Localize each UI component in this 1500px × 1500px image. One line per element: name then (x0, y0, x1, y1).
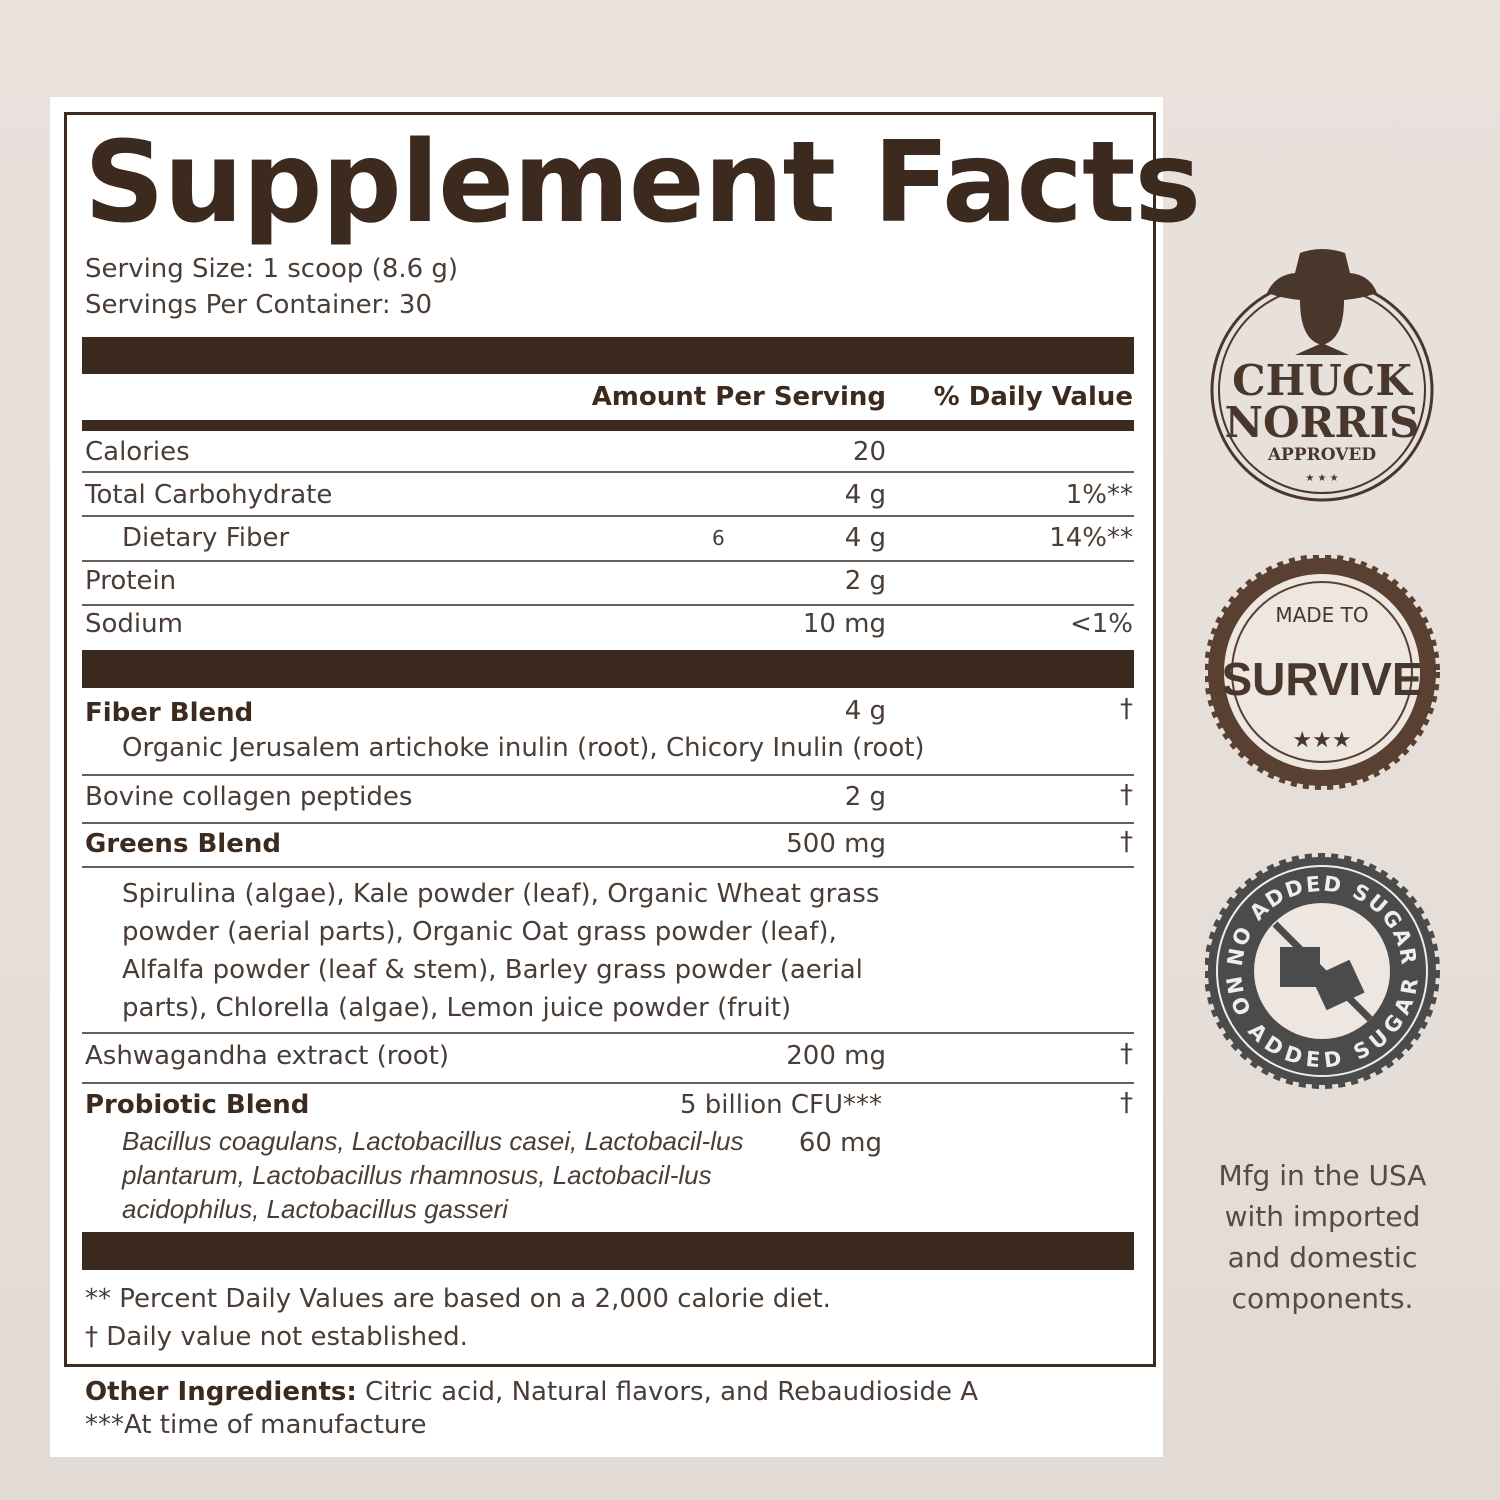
row-divider (82, 1082, 1134, 1084)
nutrient-dv: 14%** (1049, 523, 1133, 553)
stars-text: ★ ★ ★ (1305, 473, 1338, 484)
blend-dv: † (1120, 1088, 1133, 1118)
row-divider (82, 515, 1134, 517)
blend-name: Greens Blend (85, 829, 281, 859)
other-ingredients-label: Other Ingredients: (85, 1377, 357, 1407)
servings-per-container: Servings Per Container: 30 (85, 290, 433, 320)
divider-bar (82, 420, 1134, 431)
divider-bar (82, 1232, 1134, 1270)
manufacture-note: ***At time of manufacture (85, 1410, 427, 1440)
blend-amount-weight: 60 mg (798, 1128, 882, 1158)
blend-dv: † (1120, 780, 1133, 810)
nutrient-amount: 2 g (844, 566, 886, 596)
chuck-text: CHUCK (1232, 356, 1413, 405)
row-divider (82, 822, 1134, 824)
divider-bar (82, 337, 1134, 374)
nutrient-amount: 10 mg (802, 609, 886, 639)
nutrient-amount: 20 (852, 437, 886, 467)
norris-text: NORRIS (1225, 398, 1420, 447)
nutrient-name: Sodium (85, 609, 183, 639)
no-added-sugar-badge: NO ADDED SUGAR NO ADDED SUGAR (1204, 852, 1440, 1090)
footnote: ** Percent Daily Values are based on a 2… (85, 1284, 831, 1314)
nutrient-dv: 1%** (1065, 480, 1133, 510)
blend-amount: 2 g (844, 782, 886, 812)
nutrient-name: Total Carbohydrate (85, 480, 333, 510)
manufacturing-note: Mfg in the USA with imported and domesti… (1218, 1159, 1427, 1315)
footnote: † Daily value not established. (85, 1322, 468, 1352)
nutrient-amount: 4 g (844, 480, 886, 510)
chuck-norris-approved-logo: CHUCK NORRIS APPROVED ★ ★ ★ (1205, 245, 1440, 510)
supplement-facts-border (64, 112, 1156, 1367)
dv-header: % Daily Value (933, 382, 1133, 412)
amount-overwrite: 6 (712, 526, 725, 550)
approved-text: APPROVED (1267, 445, 1377, 465)
blend-amount: 4 g (844, 696, 886, 726)
blend-dv: † (1120, 1039, 1133, 1069)
divider-bar (82, 650, 1134, 688)
made-to-text: MADE TO (1275, 603, 1368, 627)
row-divider (82, 1032, 1134, 1034)
page-title: Supplement Facts (84, 118, 1201, 248)
blend-ingredients: Bacillus coagulans, Lactobacillus casei,… (122, 1126, 744, 1224)
nutrient-name: Calories (85, 437, 190, 467)
nutrient-dv: <1% (1069, 609, 1133, 639)
blend-name: Probiotic Blend (85, 1090, 310, 1120)
label-panel (50, 97, 1163, 1457)
other-ingredients: Other Ingredients: Citric acid, Natural … (85, 1377, 978, 1407)
stars-text: ★★★ (1292, 728, 1351, 753)
amount-header: Amount Per Serving (591, 382, 886, 412)
blend-dv: † (1120, 827, 1133, 857)
blend-name: Bovine collagen peptides (85, 782, 413, 812)
row-divider (82, 471, 1134, 473)
survive-text: SURVIVE (1221, 653, 1422, 705)
row-divider (82, 774, 1134, 776)
nutrient-name: Protein (85, 566, 177, 596)
other-ingredients-text: Citric acid, Natural flavors, and Rebaud… (356, 1377, 979, 1407)
blend-amount: 500 mg (786, 829, 886, 859)
blend-dv: † (1120, 694, 1133, 724)
blend-name: Ashwagandha extract (root) (85, 1041, 450, 1071)
blend-ingredients: Spirulina (algae), Kale powder (leaf), O… (122, 879, 880, 1023)
blend-name: Fiber Blend (85, 698, 254, 728)
serving-size: Serving Size: 1 scoop (8.6 g) (85, 254, 459, 284)
nutrient-name: Dietary Fiber (122, 523, 290, 553)
blend-ingredients: Organic Jerusalem artichoke inulin (root… (122, 733, 925, 763)
row-divider (82, 866, 1134, 868)
blend-amount: 200 mg (786, 1041, 886, 1071)
made-to-survive-badge: MADE TO SURVIVE ★★★ (1204, 554, 1440, 790)
row-divider (82, 560, 1134, 562)
blend-amount: 5 billion CFU*** (680, 1090, 882, 1120)
nutrient-amount: 4 g (844, 523, 886, 553)
row-divider (82, 604, 1134, 606)
